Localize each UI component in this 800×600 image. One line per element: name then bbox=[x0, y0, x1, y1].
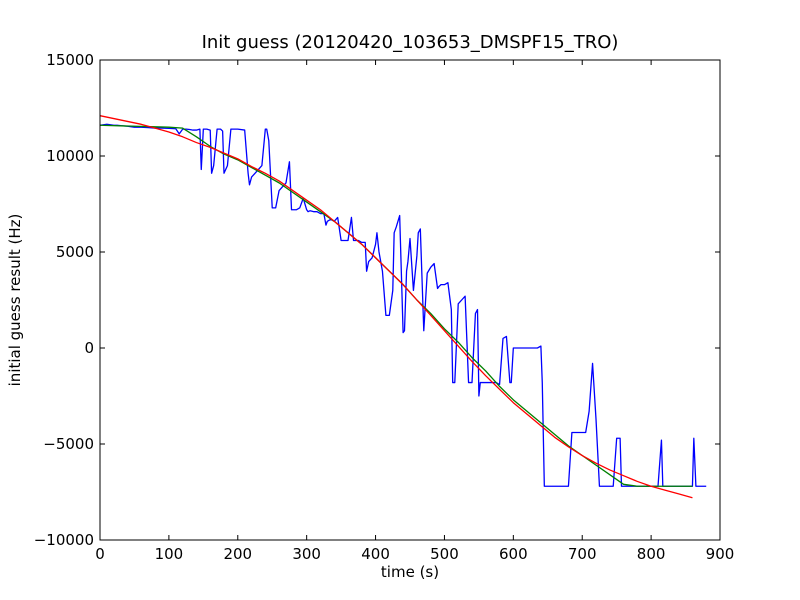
y-tick-label: 10000 bbox=[46, 147, 94, 165]
x-tick-label: 900 bbox=[706, 545, 735, 563]
x-axis-title: time (s) bbox=[381, 563, 439, 581]
y-tick-label: −5000 bbox=[43, 435, 94, 453]
x-tick-label: 700 bbox=[568, 545, 597, 563]
chart-title: Init guess (20120420_103653_DMSPF15_TRO) bbox=[202, 32, 619, 53]
y-tick-label: 15000 bbox=[46, 51, 94, 69]
x-tick-label: 300 bbox=[292, 545, 321, 563]
x-tick-label: 500 bbox=[430, 545, 459, 563]
y-tick-label: 5000 bbox=[56, 243, 94, 261]
y-axis-title: initial guess result (Hz) bbox=[6, 214, 24, 387]
tick-layer: 0 100 200 300 400 500 600 700 800 900 −10000 −5000 0… bbox=[34, 51, 735, 563]
series-line-3 bbox=[99, 115, 693, 499]
x-tick-label: 200 bbox=[223, 545, 252, 563]
x-tick-label: 800 bbox=[637, 545, 666, 563]
y-tick-label: 0 bbox=[84, 339, 94, 357]
x-tick-label: 400 bbox=[361, 545, 390, 563]
series-layer bbox=[99, 115, 707, 499]
y-tick-label: −10000 bbox=[34, 531, 94, 549]
plot-area bbox=[100, 60, 720, 540]
x-tick-label: 600 bbox=[499, 545, 528, 563]
series-line-1 bbox=[99, 123, 707, 487]
plot-frame bbox=[99, 59, 721, 541]
x-tick-label: 0 bbox=[95, 545, 105, 563]
x-tick-label: 100 bbox=[155, 545, 184, 563]
